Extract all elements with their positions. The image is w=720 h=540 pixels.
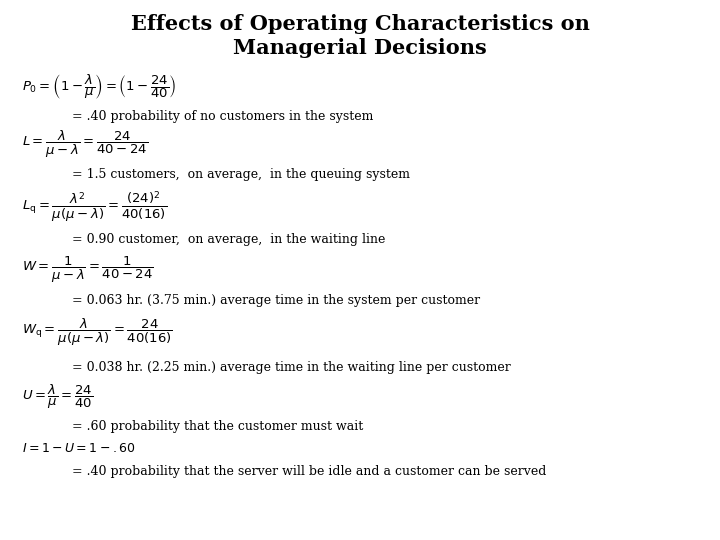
Text: $U = \dfrac{\lambda}{\mu} = \dfrac{24}{40}$: $U = \dfrac{\lambda}{\mu} = \dfrac{24}{4… — [22, 383, 93, 411]
Text: = 0.90 customer,  on average,  in the waiting line: = 0.90 customer, on average, in the wait… — [72, 233, 385, 246]
Text: = .40 probability of no customers in the system: = .40 probability of no customers in the… — [72, 110, 374, 123]
Text: = 0.063 hr. (3.75 min.) average time in the system per customer: = 0.063 hr. (3.75 min.) average time in … — [72, 294, 480, 307]
Text: $W = \dfrac{1}{\mu - \lambda} = \dfrac{1}{40-24}$: $W = \dfrac{1}{\mu - \lambda} = \dfrac{1… — [22, 255, 153, 285]
Text: $W_\mathrm{q} = \dfrac{\lambda}{\mu(\mu-\lambda)} = \dfrac{24}{40(16)}$: $W_\mathrm{q} = \dfrac{\lambda}{\mu(\mu-… — [22, 316, 173, 348]
Text: = .40 probability that the server will be idle and a customer can be served: = .40 probability that the server will b… — [72, 465, 546, 478]
Text: Managerial Decisions: Managerial Decisions — [233, 38, 487, 58]
Text: $L_\mathrm{q} = \dfrac{\lambda^2}{\mu(\mu-\lambda)} = \dfrac{(24)^2}{40(16)}$: $L_\mathrm{q} = \dfrac{\lambda^2}{\mu(\m… — [22, 189, 167, 224]
Text: Effects of Operating Characteristics on: Effects of Operating Characteristics on — [130, 14, 590, 33]
Text: $L = \dfrac{\lambda}{\mu - \lambda} = \dfrac{24}{40-24}$: $L = \dfrac{\lambda}{\mu - \lambda} = \d… — [22, 129, 148, 160]
Text: $I = 1 - U = 1 - .60$: $I = 1 - U = 1 - .60$ — [22, 442, 135, 455]
Text: = 0.038 hr. (2.25 min.) average time in the waiting line per customer: = 0.038 hr. (2.25 min.) average time in … — [72, 361, 510, 374]
Text: = 1.5 customers,  on average,  in the queuing system: = 1.5 customers, on average, in the queu… — [72, 168, 410, 181]
Text: $P_0 = \left(1 - \dfrac{\lambda}{\mu}\right) = \left(1 - \dfrac{24}{40}\right)$: $P_0 = \left(1 - \dfrac{\lambda}{\mu}\ri… — [22, 72, 176, 101]
Text: = .60 probability that the customer must wait: = .60 probability that the customer must… — [72, 420, 364, 433]
